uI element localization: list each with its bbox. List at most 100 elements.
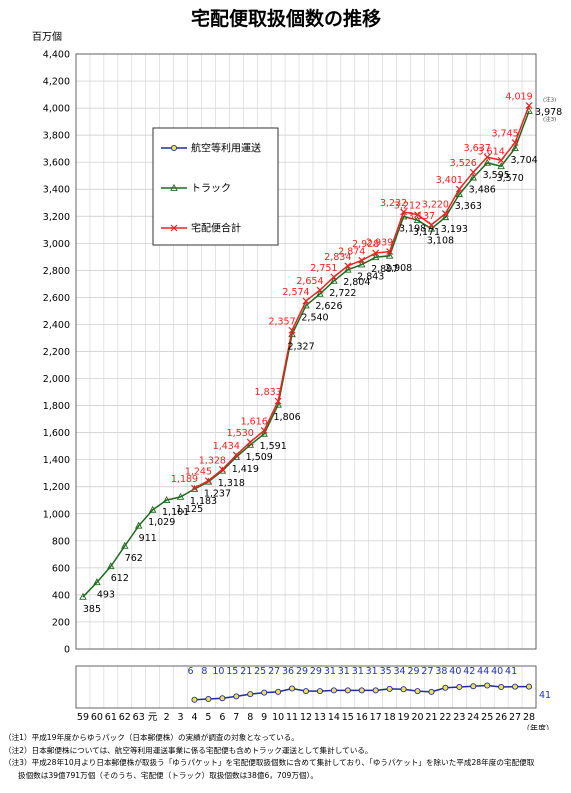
x-tick-label: 60	[91, 712, 103, 723]
data-point-x	[455, 185, 463, 193]
data-point-x	[344, 262, 352, 270]
data-label-truck: 2,843	[357, 272, 384, 283]
data-label-air: 44	[477, 666, 489, 677]
data-label-air: 40	[491, 666, 503, 677]
data-label-total: 2,654	[296, 276, 323, 287]
data-label-air: 29	[407, 666, 419, 677]
y-tick-label: 1,600	[43, 428, 70, 439]
data-point-circle	[525, 683, 533, 690]
data-label-truck: 3,978	[535, 107, 562, 118]
data-point-triangle	[469, 173, 478, 181]
x-tick-label: 3	[178, 712, 184, 723]
y-tick-label: 1,000	[43, 509, 70, 520]
data-label-truck: 2,804	[343, 277, 370, 288]
data-point-triangle	[344, 265, 352, 273]
data-label-truck: 1,509	[246, 452, 273, 463]
x-tick-label: 6	[219, 712, 225, 723]
data-label-total: 2,939	[366, 238, 393, 249]
y-tick-label: 400	[52, 590, 70, 601]
data-point-x	[288, 326, 296, 334]
data-point-x	[246, 438, 254, 446]
data-label-total: 3,637	[464, 143, 491, 154]
data-point-x	[525, 102, 533, 109]
data-point-circle	[386, 685, 393, 692]
footnote-2: （注2）日本郵便株については、航空等利用運送事業に係る宅配便も含めトラック運送と…	[4, 745, 373, 755]
data-label-air: 21	[240, 666, 252, 677]
data-point-triangle	[170, 183, 178, 191]
data-point-circle	[442, 684, 449, 691]
y-tick-label: 200	[52, 617, 70, 628]
y-tick-label: 800	[52, 536, 70, 547]
footnote-3: （注3）平成28年10月より日本郵便株が取扱う「ゆうパケット」を宅配便取扱個数に…	[4, 758, 535, 768]
data-point-triangle	[148, 505, 157, 513]
data-label-truck: 1,591	[260, 441, 287, 452]
data-label-air: 27	[421, 666, 433, 677]
data-label-truck: 1,101	[162, 507, 189, 518]
data-label-air: 40	[449, 666, 461, 677]
annotation-note3-total: (注3)	[543, 96, 556, 104]
data-point-x	[170, 224, 178, 232]
x-tick-label: 13	[314, 712, 326, 723]
data-label-truck: 2,540	[301, 313, 328, 324]
x-tick-label: 2	[164, 712, 170, 723]
data-label-total: 3,137	[408, 211, 435, 222]
data-point-circle	[302, 688, 310, 695]
y-tick-label: 0	[64, 645, 70, 656]
data-label-total: 2,928	[352, 239, 379, 250]
data-label-truck: 3,704	[510, 155, 537, 166]
x-tick-label: 20	[411, 712, 423, 723]
data-label-truck: 2,327	[287, 341, 314, 352]
data-point-x	[511, 139, 519, 146]
x-tick-label: 26	[495, 712, 507, 723]
data-point-circle	[275, 688, 282, 695]
data-label-truck: 493	[97, 589, 115, 600]
y-tick-label: 4,200	[43, 77, 70, 88]
x-tick-label: 5	[205, 712, 211, 723]
data-point-x	[260, 427, 268, 434]
data-point-triangle	[316, 289, 324, 297]
data-label-air: 31	[324, 666, 336, 677]
y-tick-label: 2,600	[43, 293, 70, 304]
data-label-truck: 2,897	[371, 264, 398, 275]
y-tick-label: 600	[52, 563, 70, 574]
y-tick-label: 2,800	[43, 266, 70, 277]
data-label-air: 38	[435, 666, 447, 677]
x-tick-label: 12	[300, 712, 312, 723]
y-tick-label: 3,200	[43, 212, 70, 223]
data-point-x	[483, 153, 491, 161]
x-tick-label: 59	[77, 712, 89, 723]
x-tick-label: 25	[481, 712, 493, 723]
data-point-x	[386, 248, 394, 255]
x-tick-label: 15	[342, 712, 354, 723]
data-label-air: 6	[187, 666, 193, 677]
x-tick-label: 14	[328, 712, 340, 723]
data-point-triangle	[246, 440, 254, 448]
data-label-truck: 1,029	[148, 517, 175, 528]
data-label-truck: 2,722	[329, 288, 356, 299]
y-tick-label: 3,400	[43, 185, 70, 196]
y-tick-label: 3,600	[43, 158, 70, 169]
data-label-air: 8	[201, 666, 207, 677]
y-tick-label: 3,800	[43, 131, 70, 142]
data-point-triangle	[79, 592, 87, 600]
data-label-total: 2,574	[282, 287, 309, 298]
data-point-triangle	[93, 578, 101, 586]
data-label-air: 31	[338, 666, 350, 677]
plot-frame	[75, 53, 537, 650]
data-label-truck: 1,237	[204, 489, 231, 500]
data-point-circle	[456, 683, 463, 691]
data-point-triangle	[260, 429, 268, 437]
data-label-total: 1,530	[227, 428, 254, 439]
x-tick-label: 11	[286, 712, 298, 723]
y-tick-label: 1,800	[43, 401, 70, 412]
data-label-air: 25	[254, 666, 266, 677]
data-point-triangle	[330, 276, 338, 284]
annotation-note3-truck: (注3)	[543, 115, 556, 123]
data-label-truck: 1,183	[190, 496, 217, 507]
y-tick-label: 2,200	[43, 347, 70, 358]
data-point-circle	[289, 685, 296, 692]
data-label-truck: 385	[83, 604, 101, 615]
y-tick-label: 4,000	[43, 104, 70, 115]
data-point-triangle	[497, 162, 505, 170]
